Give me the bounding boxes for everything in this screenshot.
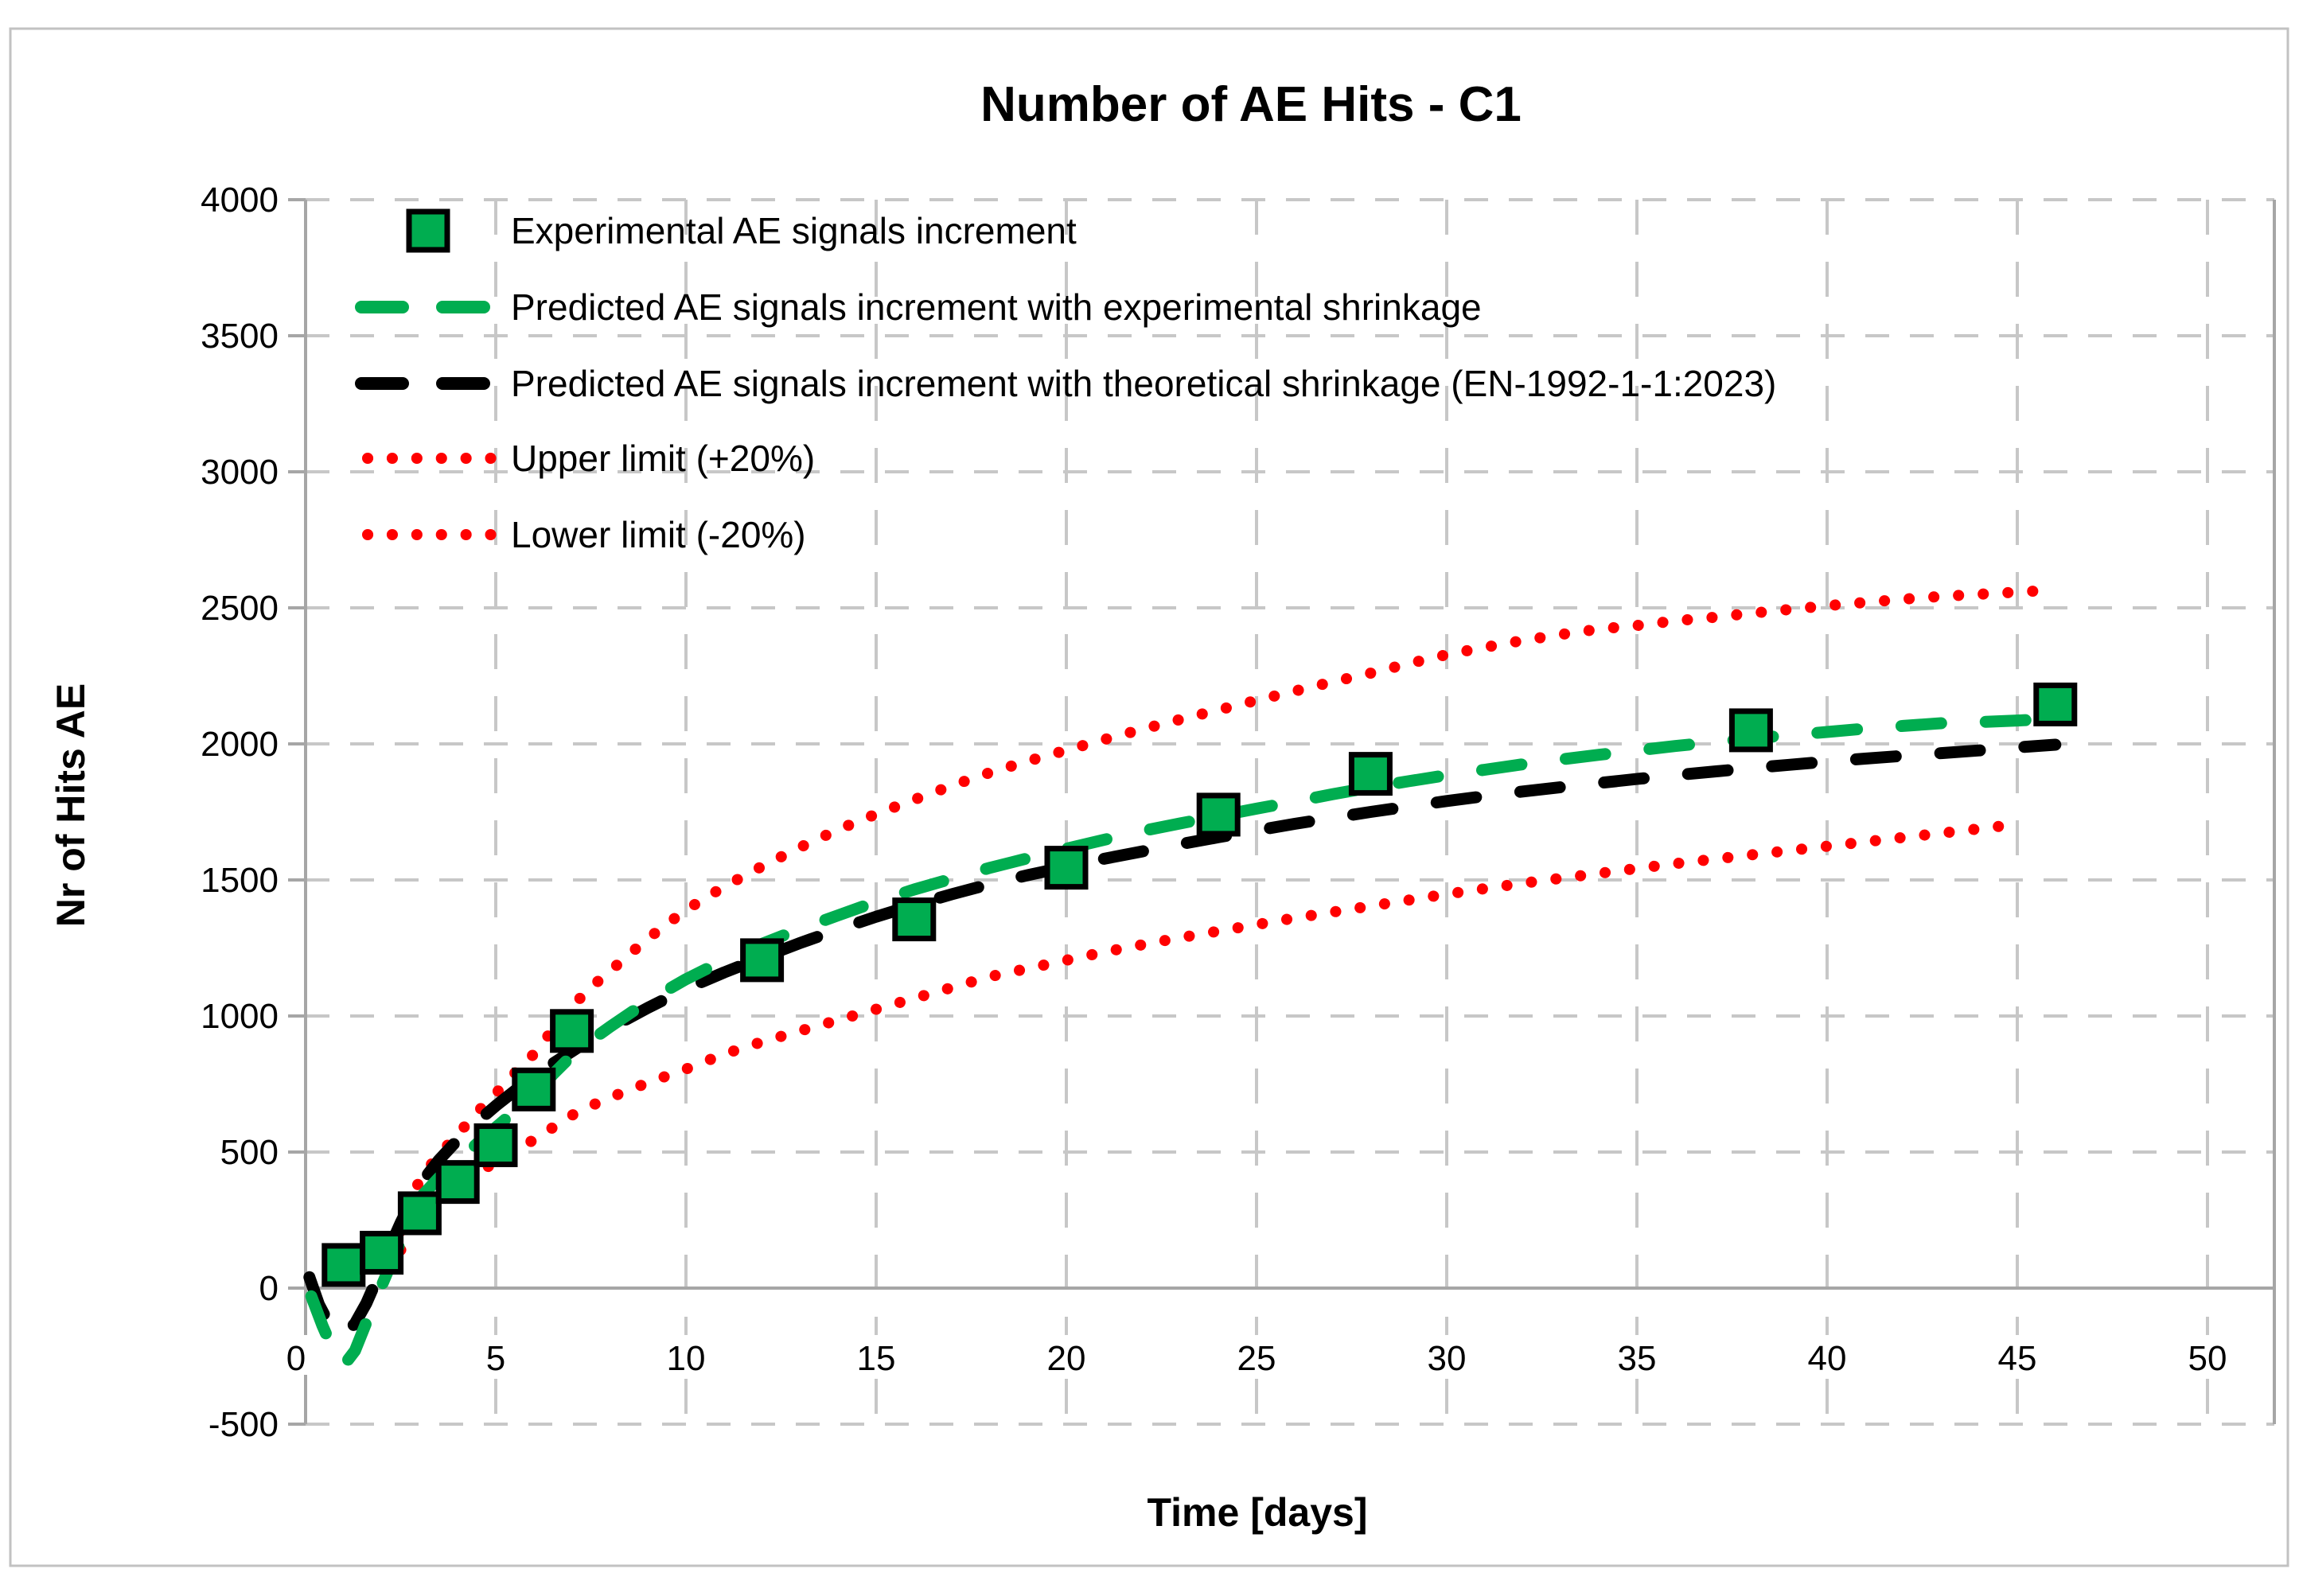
y-tick-label: 1500 — [201, 861, 279, 900]
y-tick-label: 2500 — [201, 589, 279, 628]
x-tick-label: 10 — [667, 1339, 706, 1378]
legend-label-lower-limit: Lower limit (-20%) — [511, 514, 806, 555]
series-line-4 — [395, 818, 2023, 1256]
y-tick-label: 0 — [259, 1269, 279, 1308]
legend-label-predicted-theoretical: Predicted AE signals increment with theo… — [511, 363, 1776, 404]
legend-marker-experimental-square — [406, 208, 450, 253]
experimental-point — [550, 1009, 594, 1053]
x-tick-label: 50 — [2188, 1339, 2227, 1378]
series-line-2 — [303, 738, 2062, 1342]
y-tick-label: 4000 — [201, 181, 279, 220]
x-tick-label: 25 — [1237, 1339, 1276, 1378]
x-tick-label-mask — [1420, 1335, 1474, 1375]
x-axis-title: Time [days] — [1148, 1490, 1368, 1535]
experimental-point — [360, 1231, 404, 1275]
experimental-point — [512, 1067, 556, 1111]
x-tick-label-mask — [1229, 1335, 1284, 1375]
experimental-point — [321, 1243, 366, 1287]
x-tick-label-mask — [469, 1335, 523, 1375]
experimental-point — [1348, 752, 1393, 796]
experimental-point — [1728, 708, 1773, 753]
experimental-point — [892, 897, 937, 942]
x-tick-label-mask — [849, 1335, 903, 1375]
experimental-point — [473, 1123, 518, 1167]
legend: Experimental AE signals increment Predic… — [355, 208, 1776, 555]
experimental-point — [1196, 792, 1241, 837]
y-tick-label: 2000 — [201, 725, 279, 764]
experimental-point — [397, 1191, 442, 1236]
y-tick-label: 3000 — [201, 453, 279, 492]
chart-title: Number of AE Hits - C1 — [980, 77, 1522, 132]
legend-label-upper-limit: Upper limit (+20%) — [511, 438, 815, 479]
x-tick-label: 15 — [857, 1339, 896, 1378]
series-line-1 — [305, 713, 2062, 1372]
experimental-point — [2033, 682, 2078, 726]
x-tick-label: 20 — [1047, 1339, 1086, 1378]
x-tick-label: 40 — [1808, 1339, 1847, 1378]
experimental-point — [740, 938, 785, 983]
x-tick-label: 0 — [286, 1339, 306, 1378]
axis-tick-labels: 0 5 10 15 20 25 30 35 40 45 50 4000 3500 3000 2500 2000… — [201, 181, 2235, 1444]
x-tick-label-mask — [1990, 1335, 2044, 1375]
x-tick-label-mask — [1039, 1335, 1093, 1375]
plot-series — [303, 584, 2078, 1372]
x-tick-label-mask — [659, 1335, 713, 1375]
x-tick-label-mask — [1610, 1335, 1664, 1375]
figure-border — [9, 27, 2289, 1567]
experimental-point — [435, 1160, 480, 1205]
legend-label-experimental: Experimental AE signals increment — [511, 210, 1077, 251]
x-tick-label: 5 — [486, 1339, 505, 1378]
y-tick-label: 1000 — [201, 997, 279, 1036]
x-tick-label: 45 — [1998, 1339, 2037, 1378]
x-tick-label-mask — [269, 1335, 323, 1375]
y-tick-label: 3500 — [201, 317, 279, 356]
legend-label-predicted-experimental: Predicted AE signals increment with expe… — [511, 286, 1482, 328]
x-tick-label-mask — [2180, 1335, 2235, 1375]
x-tick-label: 30 — [1428, 1339, 1467, 1378]
x-tick-label: 35 — [1618, 1339, 1657, 1378]
y-tick-label: -500 — [208, 1405, 279, 1444]
series-line-3 — [395, 584, 2061, 1237]
x-tick-label-mask — [1800, 1335, 1854, 1375]
y-tick-label: 500 — [220, 1133, 279, 1172]
y-axis-title: Nr of Hits AE — [49, 683, 93, 928]
experimental-point — [1044, 846, 1089, 890]
